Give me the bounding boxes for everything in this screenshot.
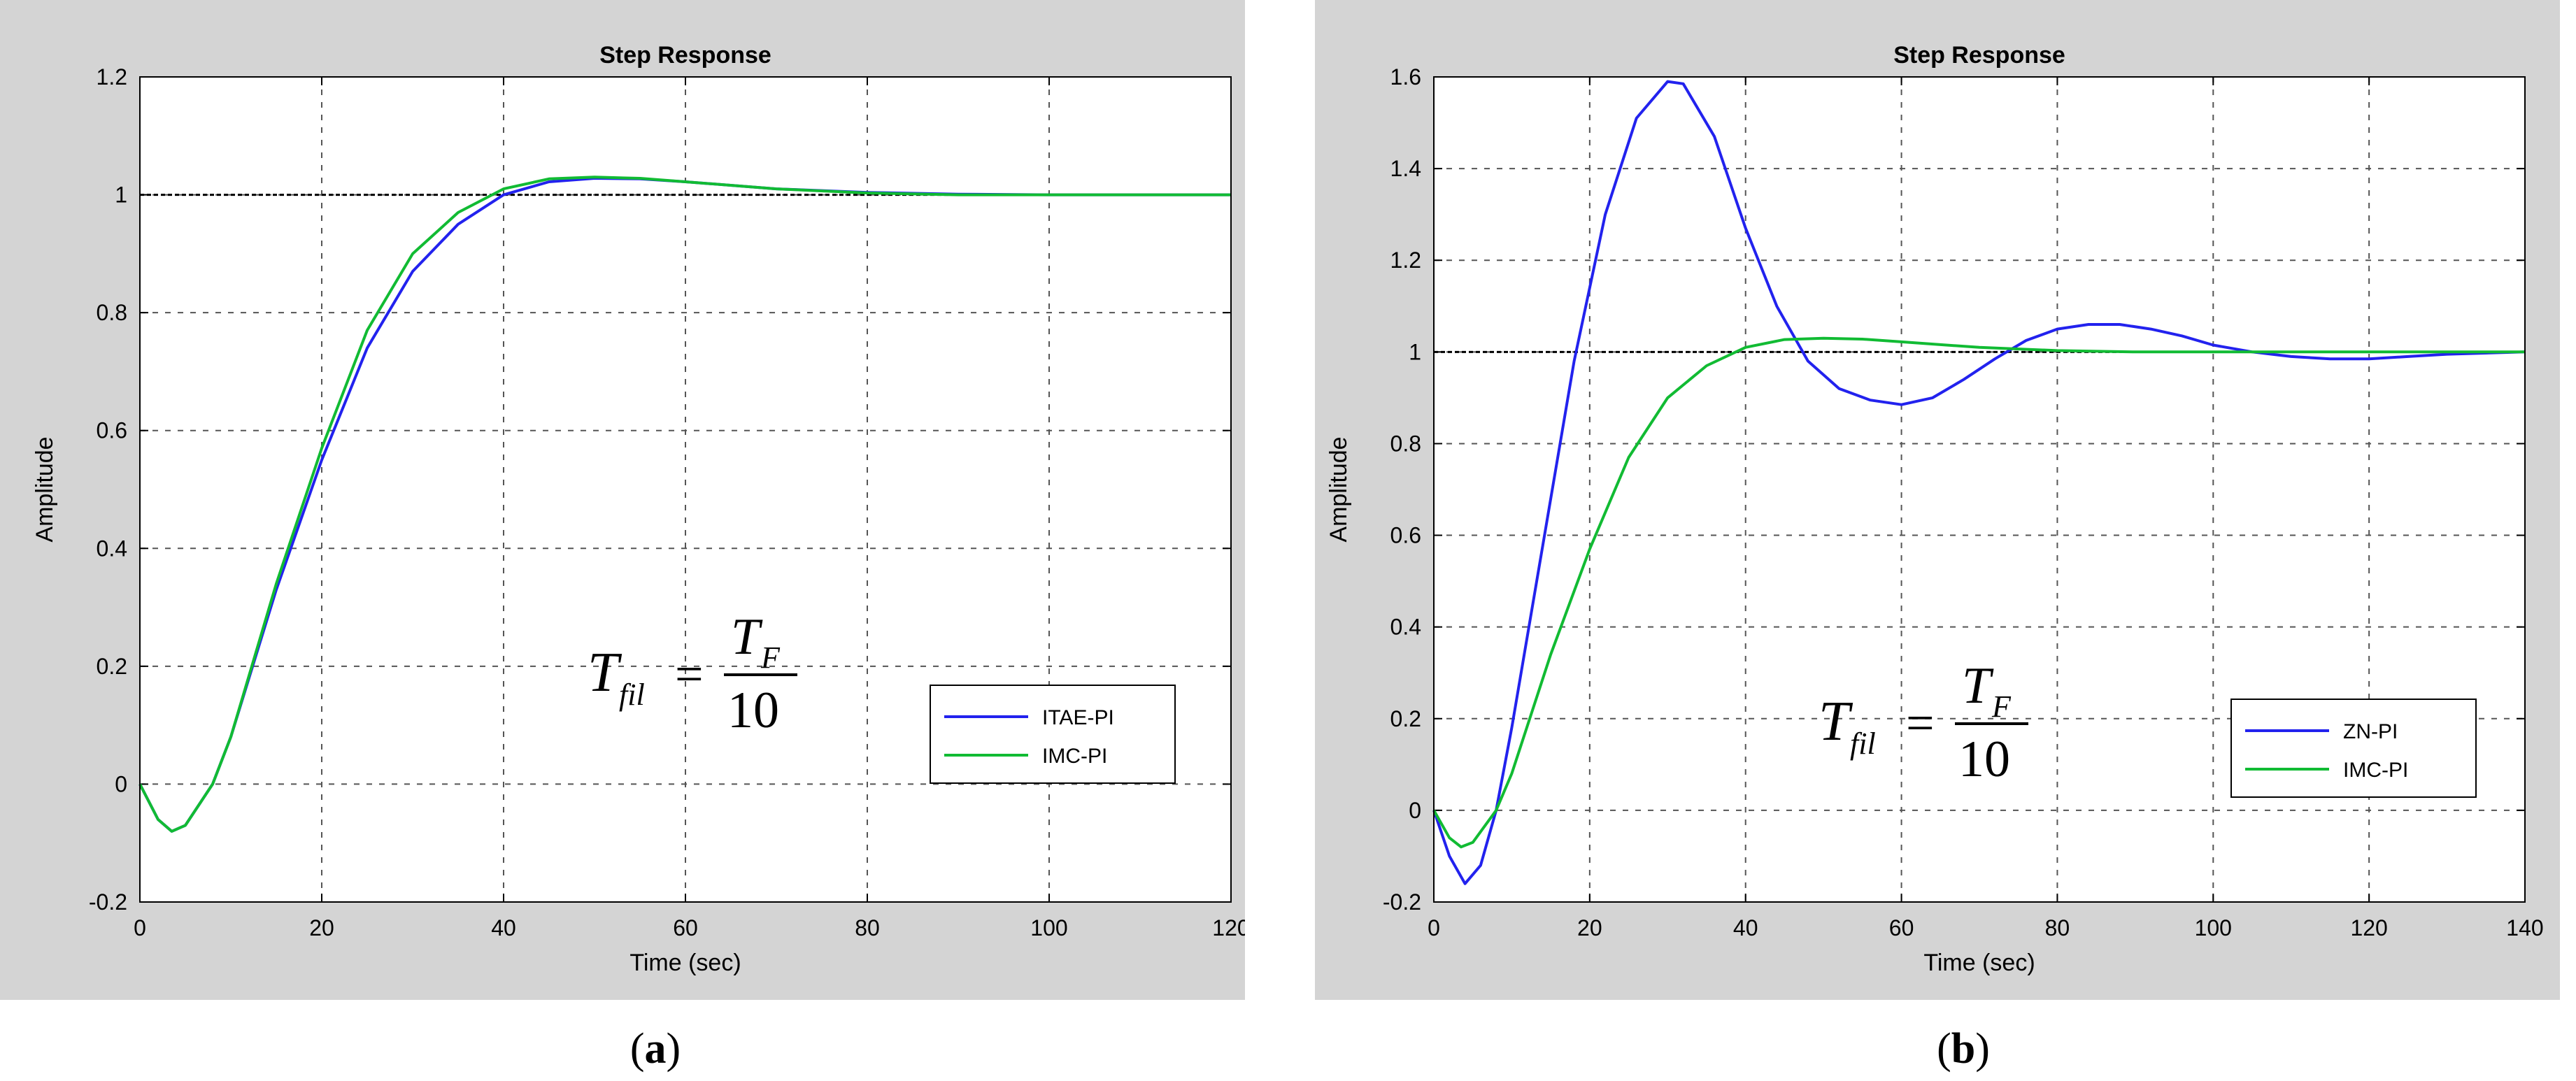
formula-numerator: T [1962, 657, 1994, 715]
y-tick-label: 1.6 [1390, 64, 1421, 90]
y-axis-label: Amplitude [1325, 436, 1352, 542]
legend [930, 685, 1176, 784]
x-tick-label: 40 [1733, 915, 1758, 940]
axes-frame [1433, 76, 2526, 903]
x-tick-label: 80 [2045, 915, 2070, 940]
legend-label-zn-pi: ZN-PI [2343, 720, 2398, 743]
x-tick-label: 120 [2350, 915, 2387, 940]
formula-numerator-subscript: F [1991, 689, 2012, 724]
legend-label-imc-pi: IMC-PI [2343, 759, 2408, 782]
formula-numerator: T [731, 608, 763, 666]
x-tick-label: 0 [1428, 915, 1440, 940]
x-tick-label: 20 [1577, 915, 1602, 940]
caption-a: (a) [629, 1025, 681, 1073]
x-tick-label: 60 [1889, 915, 1914, 940]
x-axis-label: Time (sec) [629, 950, 741, 976]
step-response-chart-a: 0 20 40 60 80 100 120 -0.2 0 0.2 0.4 0.6 0.8 1 1.2 Step… [31, 42, 1245, 976]
series-line-imc-pi [1432, 336, 2525, 849]
x-tick-label: 100 [1030, 915, 1067, 940]
y-tick-label: 0 [115, 771, 127, 796]
step-response-chart-b: 0 20 40 60 80 100 120 140 -0.2 0 0.2 0.4 0.6 0.8 1 1.2 1… [1325, 42, 2544, 976]
y-tick-label: 0 [1409, 798, 1421, 823]
y-axis-label: Amplitude [31, 436, 58, 542]
y-tick-label: 0.6 [1390, 523, 1421, 548]
formula-equals: = [1906, 695, 1935, 751]
legend-label-itae-pi: ITAE-PI [1042, 706, 1114, 729]
y-tick-label: 1.4 [1390, 156, 1421, 181]
x-tick-label: 0 [134, 915, 146, 940]
x-tick-label: 80 [855, 915, 880, 940]
y-tick-label: 0.4 [1390, 615, 1421, 640]
x-tick-label: 120 [1212, 915, 1245, 940]
chart-panel-a: 0 20 40 60 80 100 120 -0.2 0 0.2 0.4 0.6 0.8 1 1.2 Step… [0, 0, 1245, 1000]
formula-denominator: 10 [727, 682, 779, 739]
caption-b: (b) [1937, 1025, 1990, 1073]
y-tick-label: 0.6 [97, 418, 127, 443]
formula-denominator: 10 [1958, 731, 2010, 788]
y-tick-label: 0.4 [97, 536, 127, 561]
y-tick-label: -0.2 [1383, 889, 1421, 915]
y-tick-label: 1.2 [1390, 248, 1421, 273]
formula-lhs-subscript: fil [1850, 726, 1876, 761]
formula-lhs: T [588, 642, 622, 703]
y-tick-label: 0.8 [1390, 431, 1421, 456]
y-tick-label: -0.2 [89, 889, 127, 915]
y-tick-label: 0.8 [97, 300, 127, 325]
y-tick-label: 0.2 [97, 654, 127, 679]
x-tick-label: 20 [309, 915, 334, 940]
formula-numerator-subscript: F [760, 640, 781, 675]
y-tick-label: 1 [1409, 339, 1421, 364]
chart-title: Step Response [1893, 42, 2065, 69]
x-axis-label: Time (sec) [1923, 950, 2035, 976]
x-tick-label: 60 [673, 915, 698, 940]
formula-lhs: T [1819, 691, 1853, 752]
legend-label-imc-pi: IMC-PI [1042, 745, 1107, 768]
x-tick-label: 100 [2195, 915, 2232, 940]
y-tick-label: 1 [115, 182, 127, 208]
formula-equals: = [675, 646, 704, 702]
y-tick-label: 0.2 [1390, 706, 1421, 731]
x-tick-label: 140 [2506, 915, 2543, 940]
x-tick-label: 40 [491, 915, 516, 940]
chart-panel-b: 0 20 40 60 80 100 120 140 -0.2 0 0.2 0.4 0.6 0.8 1 1.2 1… [1315, 0, 2560, 1000]
formula-lhs-subscript: fil [619, 678, 645, 712]
y-tick-label: 1.2 [97, 64, 127, 90]
series-line-imc-pi [138, 176, 1231, 833]
legend [2230, 699, 2477, 798]
axes-frame [139, 76, 1232, 903]
chart-title: Step Response [599, 42, 771, 69]
